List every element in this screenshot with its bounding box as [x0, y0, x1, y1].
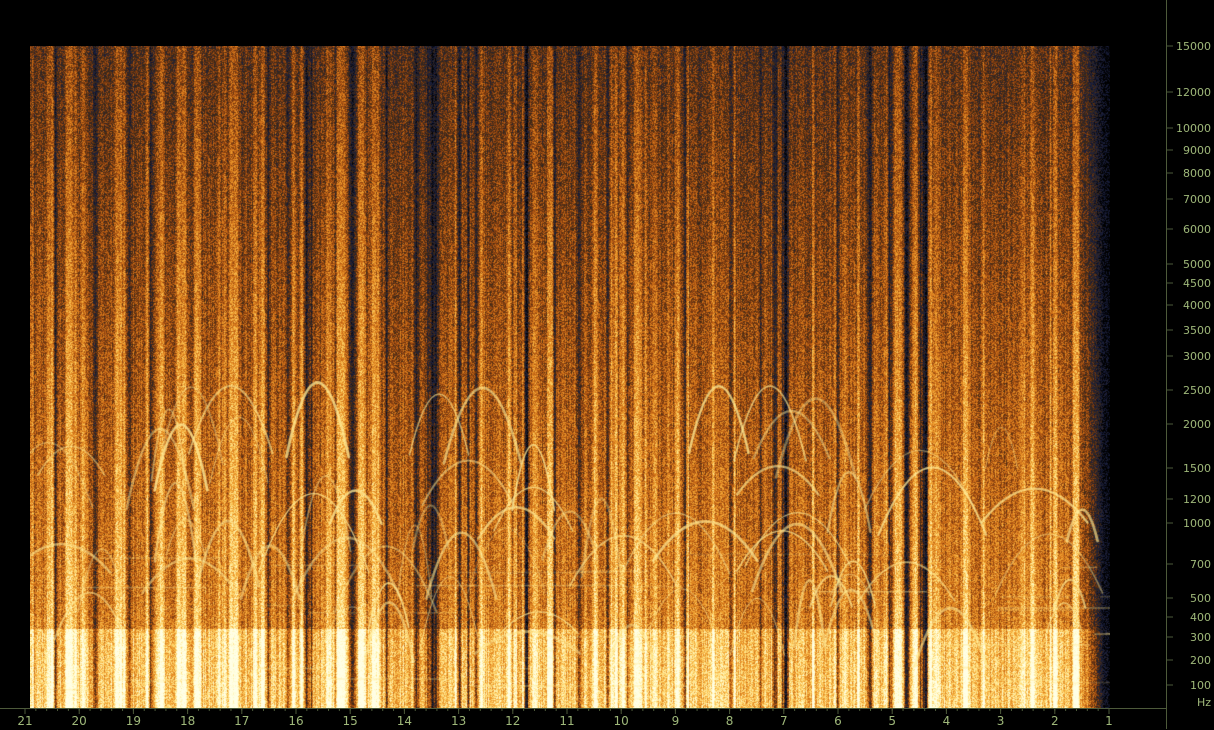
x-tick-label: 16: [288, 714, 303, 728]
x-tick-label: 9: [672, 714, 680, 728]
x-tick-label: 2: [1051, 714, 1059, 728]
x-tick-label: 17: [234, 714, 249, 728]
x-tick-label: 11: [559, 714, 574, 728]
y-axis: 15000 12000 10000 9000 8000 7000 6000 5000 4500 4…: [1166, 0, 1214, 729]
x-tick-label: 4: [943, 714, 951, 728]
x-tick-label: 6: [834, 714, 842, 728]
y-tick-label: 2000: [1183, 418, 1211, 431]
y-tick-label: 4000: [1183, 299, 1211, 312]
y-tick-label: 6000: [1183, 223, 1211, 236]
x-tick-label: 8: [726, 714, 734, 728]
y-tick-label: 15000: [1176, 40, 1211, 53]
x-tick-label: 12: [505, 714, 520, 728]
y-tick-label: 200: [1190, 654, 1211, 667]
y-tick-label: 1500: [1183, 462, 1211, 475]
x-tick-label: 18: [180, 714, 195, 728]
y-tick-label: 2500: [1183, 384, 1211, 397]
x-tick-label: 3: [997, 714, 1005, 728]
x-tick-label: 21: [17, 714, 32, 728]
y-tick-label: 100: [1190, 679, 1211, 692]
y-unit-label: Hz: [1197, 696, 1211, 709]
y-tick-label: 1000: [1183, 517, 1211, 530]
y-tick-label: 8000: [1183, 167, 1211, 180]
x-tick-label: 20: [72, 714, 87, 728]
x-tick-label: 7: [780, 714, 788, 728]
x-tick-label: 13: [451, 714, 466, 728]
y-tick-label: 3000: [1183, 350, 1211, 363]
y-tick-label: 10000: [1176, 122, 1211, 135]
y-tick-label: 4500: [1183, 277, 1211, 290]
x-tick-label: 19: [126, 714, 141, 728]
x-tick-label: 10: [614, 714, 629, 728]
y-tick-label: 7000: [1183, 193, 1211, 206]
y-tick-label: 700: [1190, 558, 1211, 571]
y-tick-label: 12000: [1176, 86, 1211, 99]
y-tick-label: 500: [1190, 592, 1211, 605]
x-tick-label: 15: [343, 714, 358, 728]
spectrogram-plot: [30, 46, 1110, 708]
y-tick-label: 300: [1190, 631, 1211, 644]
y-tick-label: 5000: [1183, 258, 1211, 271]
y-tick-label: 3500: [1183, 324, 1211, 337]
x-axis: 21 20 19 18 17 16 15 14 13 12 11 10 9 8 7 6 5 4 3 2 1: [0, 708, 1166, 730]
x-tick-label: 5: [888, 714, 896, 728]
y-tick-label: 9000: [1183, 144, 1211, 157]
x-tick-label: 14: [397, 714, 412, 728]
y-tick-label: 1200: [1183, 493, 1211, 506]
x-tick-label: 1: [1105, 714, 1113, 728]
y-tick-label: 400: [1190, 611, 1211, 624]
